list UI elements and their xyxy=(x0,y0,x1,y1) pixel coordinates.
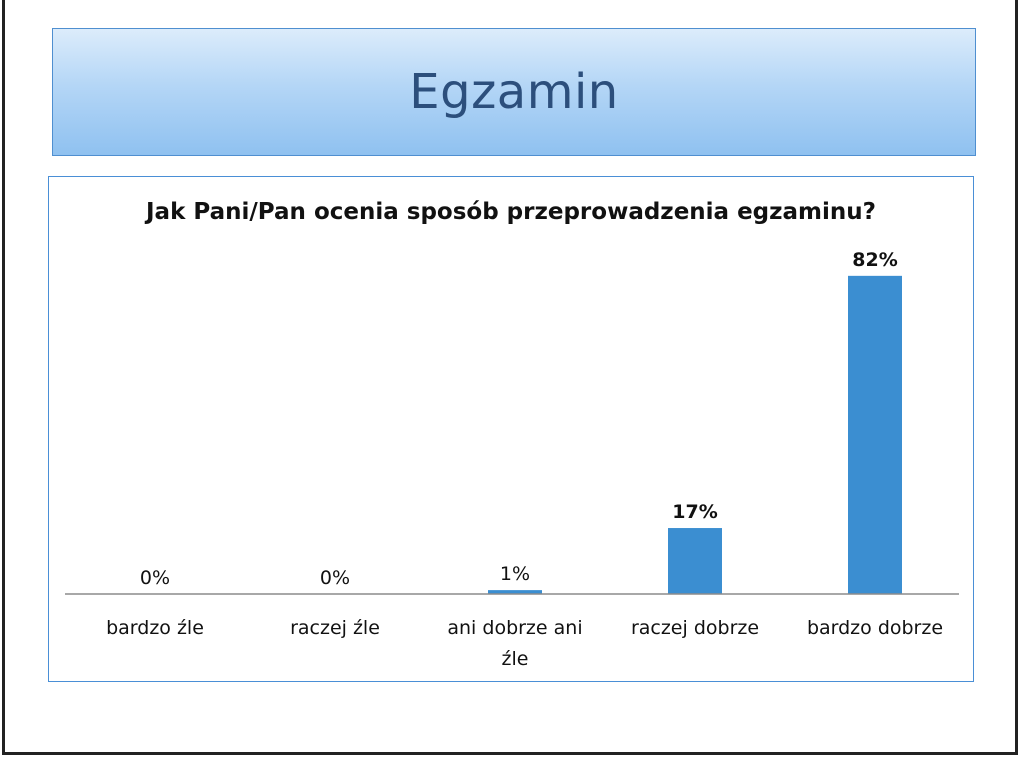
data-label-3: 1% xyxy=(500,563,530,585)
slide-title-banner: Egzamin xyxy=(52,28,976,156)
bar-3 xyxy=(488,590,542,594)
data-label-4: 17% xyxy=(672,501,717,523)
category-label-4: raczej dobrze xyxy=(631,617,759,639)
chart-container: Jak Pani/Pan ocenia sposób przeprowadzen… xyxy=(48,176,974,682)
data-label-2: 0% xyxy=(320,567,350,589)
bar-chart: 0% bardzo źle 0% raczej źle 1% ani dobrze ani… xyxy=(65,249,959,670)
bar-5 xyxy=(848,275,902,594)
slide-title: Egzamin xyxy=(409,64,619,120)
data-label-1: 0% xyxy=(140,567,170,589)
data-label-5: 82% xyxy=(852,249,897,271)
chart-title: Jak Pani/Pan ocenia sposób przeprowadzen… xyxy=(146,199,876,225)
category-label-1: bardzo źle xyxy=(106,617,204,639)
bar-4 xyxy=(668,528,722,594)
category-label-2: raczej źle xyxy=(290,617,380,639)
category-label-5: bardzo dobrze xyxy=(807,617,943,639)
category-label-3: ani dobrze ani źle xyxy=(447,617,582,670)
